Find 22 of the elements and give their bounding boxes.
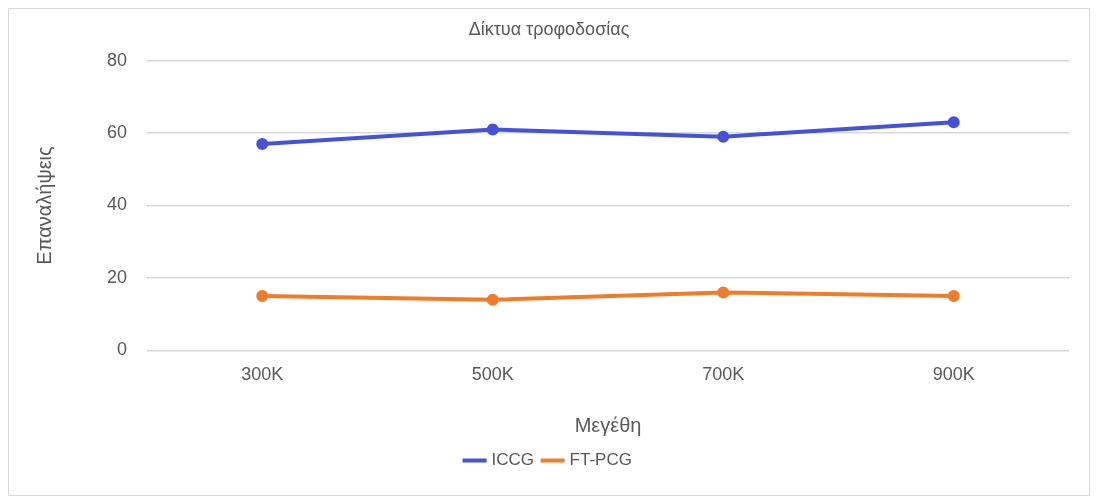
y-tick-label: 20 (106, 266, 128, 287)
point (717, 130, 730, 143)
point (717, 286, 730, 299)
y-tick-label: 80 (106, 49, 128, 70)
x-tick-label: 700K (702, 364, 745, 385)
chart-title: Δίκτυα τροφοδοσίας (468, 18, 630, 39)
x-axis-title: Μεγέθη (574, 413, 642, 436)
y-tick-label: 0 (117, 339, 128, 360)
point (947, 116, 960, 129)
x-tick-label: 300K (241, 364, 284, 385)
point (256, 137, 269, 150)
x-tick-label: 500K (471, 364, 514, 385)
y-tick-label: 60 (106, 122, 128, 143)
point (486, 123, 499, 136)
point (486, 293, 499, 306)
y-tick-label: 40 (106, 194, 128, 215)
legend-label: ICCG (491, 450, 535, 470)
y-axis-title: Επαναλήψεις (32, 145, 55, 265)
legend-label: FT-PCG (569, 450, 632, 470)
x-tick-label: 900K (932, 364, 975, 385)
point (947, 290, 960, 303)
point (256, 290, 269, 303)
